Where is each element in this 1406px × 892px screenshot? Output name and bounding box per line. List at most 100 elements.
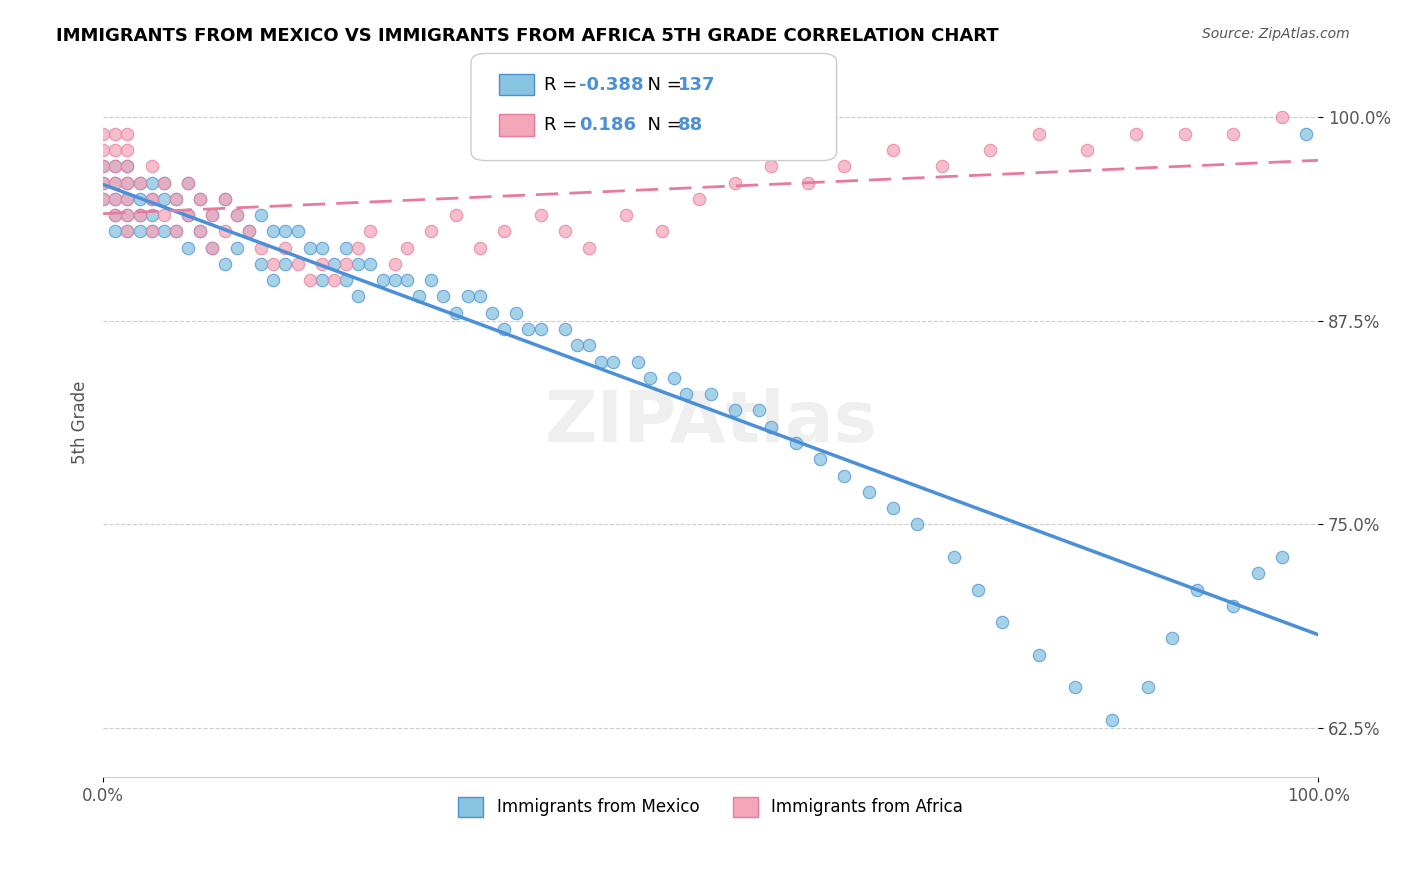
Point: [591, 354, 613, 368]
Point: [444, 208, 467, 222]
Point: [177, 208, 200, 222]
Point: [554, 224, 576, 238]
Point: [104, 159, 127, 173]
Point: [201, 208, 224, 222]
Point: [335, 241, 357, 255]
Point: [602, 354, 624, 368]
Point: [1185, 582, 1208, 597]
Point: [104, 176, 127, 190]
Point: [117, 192, 139, 206]
Point: [468, 289, 491, 303]
Point: [117, 192, 139, 206]
Point: [1222, 599, 1244, 613]
Point: [177, 176, 200, 190]
Text: Source: ZipAtlas.com: Source: ZipAtlas.com: [1202, 27, 1350, 41]
Point: [1028, 127, 1050, 141]
Point: [468, 241, 491, 255]
Point: [117, 176, 139, 190]
Point: [128, 176, 150, 190]
Point: [201, 241, 224, 255]
Point: [1271, 111, 1294, 125]
Point: [967, 582, 990, 597]
Point: [141, 192, 163, 206]
Point: [432, 289, 454, 303]
Point: [311, 241, 333, 255]
Point: [1125, 127, 1147, 141]
Point: [141, 159, 163, 173]
Point: [797, 176, 820, 190]
Point: [664, 371, 686, 385]
Point: [748, 403, 770, 417]
Point: [614, 208, 637, 222]
Point: [481, 306, 503, 320]
Point: [177, 208, 200, 222]
Point: [761, 159, 783, 173]
Point: [117, 208, 139, 222]
Point: [311, 273, 333, 287]
Point: [188, 192, 211, 206]
Point: [214, 257, 236, 271]
Point: [188, 224, 211, 238]
Point: [153, 224, 176, 238]
Point: [91, 159, 114, 173]
Point: [91, 192, 114, 206]
Point: [274, 241, 297, 255]
Point: [529, 322, 551, 336]
Point: [1064, 681, 1087, 695]
Point: [724, 176, 747, 190]
Point: [214, 224, 236, 238]
Point: [117, 224, 139, 238]
Point: [1222, 127, 1244, 141]
Text: 88: 88: [678, 116, 703, 134]
Point: [214, 192, 236, 206]
Point: [188, 224, 211, 238]
Point: [1161, 632, 1184, 646]
Point: [225, 208, 247, 222]
Point: [91, 143, 114, 157]
Point: [323, 273, 346, 287]
Point: [104, 192, 127, 206]
Point: [699, 387, 721, 401]
Point: [298, 273, 321, 287]
Point: [494, 224, 516, 238]
Point: [761, 419, 783, 434]
Point: [91, 176, 114, 190]
Point: [942, 549, 965, 564]
Point: [638, 371, 661, 385]
Point: [274, 257, 297, 271]
Point: [177, 241, 200, 255]
Point: [225, 208, 247, 222]
Text: N =: N =: [636, 116, 688, 134]
Point: [1101, 713, 1123, 727]
Point: [298, 241, 321, 255]
Point: [359, 224, 381, 238]
Point: [420, 224, 443, 238]
Point: [117, 159, 139, 173]
Y-axis label: 5th Grade: 5th Grade: [72, 381, 89, 465]
Point: [311, 257, 333, 271]
Point: [165, 192, 187, 206]
Point: [1076, 143, 1098, 157]
Point: [104, 208, 127, 222]
Point: [858, 484, 880, 499]
Point: [882, 501, 904, 516]
Point: [104, 176, 127, 190]
Point: [117, 159, 139, 173]
Point: [91, 192, 114, 206]
Point: [371, 273, 394, 287]
Point: [578, 338, 600, 352]
Point: [395, 273, 418, 287]
Point: [1174, 127, 1197, 141]
Point: [408, 289, 430, 303]
Point: [104, 143, 127, 157]
Point: [128, 224, 150, 238]
Text: ZIPAtlas: ZIPAtlas: [544, 388, 877, 458]
Point: [141, 224, 163, 238]
Point: [1271, 549, 1294, 564]
Point: [141, 176, 163, 190]
Point: [991, 615, 1014, 629]
Point: [675, 387, 697, 401]
Point: [104, 192, 127, 206]
Point: [529, 208, 551, 222]
Point: [384, 273, 406, 287]
